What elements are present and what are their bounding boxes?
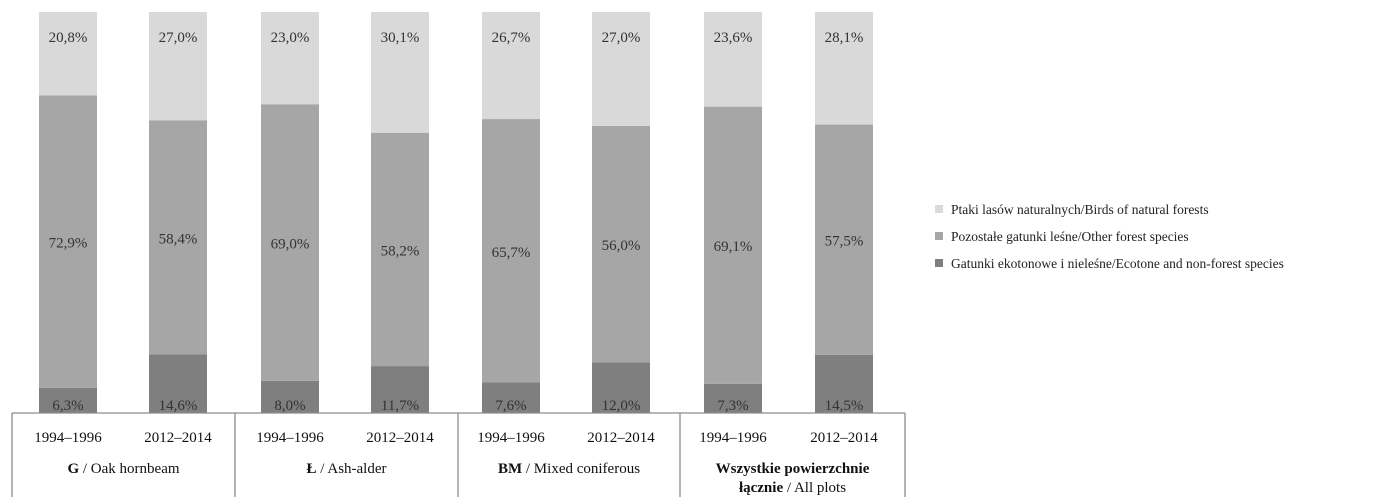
tick-label-3: 2012–2014 (366, 430, 434, 446)
tick-label-5: 2012–2014 (587, 430, 655, 446)
bar-segment-s1-c1 (149, 120, 207, 355)
data-label-s0-c0: 6,3% (52, 398, 83, 414)
legend-label-0: Gatunki ekotonowe i nieleśne/Ecotone and… (951, 256, 1284, 271)
data-label-s2-c5: 27,0% (602, 30, 641, 46)
bar-segment-s0-c4 (482, 382, 540, 413)
group-label-1: Ł / Ash-alder (307, 461, 387, 477)
data-label-s0-c3: 11,7% (381, 398, 419, 414)
category-axis: 1994–1996 2012–2014 1994–1996 2012–2014 1994… (11, 412, 906, 497)
tick-label-6: 1994–1996 (699, 430, 767, 446)
tick-label-1: 2012–2014 (144, 430, 212, 446)
bar-segment-s2-c6 (704, 12, 762, 107)
tick-label-7: 2012–2014 (810, 430, 878, 446)
data-label-s1-c0: 72,9% (49, 236, 88, 252)
data-label-s1-c4: 65,7% (492, 245, 531, 261)
legend-swatch-0 (935, 259, 943, 267)
tick-label-0: 1994–1996 (34, 430, 102, 446)
data-label-s0-c6: 7,3% (717, 398, 748, 414)
data-label-s2-c3: 30,1% (381, 30, 420, 46)
bar-segment-s1-c3 (371, 132, 429, 367)
data-label-s2-c2: 23,0% (271, 30, 310, 46)
group-label-3-line1: Wszystkie powierzchnie (716, 461, 870, 477)
group-label-3-line2: łącznie / All plots (739, 480, 846, 496)
bar-segment-s2-c4 (482, 12, 540, 120)
bar-segment-s0-c0 (39, 387, 97, 413)
bars-layer: 6,3% 72,9% 20,8% 14,6% 58,4% 27,0% 8,0% 69,0% 23… (39, 12, 873, 414)
legend-swatch-2 (935, 205, 943, 213)
group-label-2: BM / Mixed coniferous (498, 461, 640, 477)
legend-label-2: Ptaki lasów naturalnych/Birds of natural… (951, 202, 1209, 217)
data-label-s2-c7: 28,1% (825, 30, 864, 46)
bar-segment-s1-c5 (592, 125, 650, 363)
legend-label-1: Pozostałe gatunki leśne/Other forest spe… (951, 229, 1189, 244)
bar-segment-s0-c1 (149, 354, 207, 413)
legend-swatch-1 (935, 232, 943, 240)
data-label-s0-c5: 12,0% (602, 398, 641, 414)
data-label-s2-c0: 20,8% (49, 30, 88, 46)
legend: Ptaki lasów naturalnych/Birds of natural… (935, 202, 1284, 271)
tick-label-4: 1994–1996 (477, 430, 545, 446)
bar-segment-s0-c6 (704, 383, 762, 413)
data-label-s2-c6: 23,6% (714, 30, 753, 46)
bar-segment-s0-c5 (592, 362, 650, 413)
bar-segment-s1-c0 (39, 95, 97, 388)
bar-segment-s2-c1 (149, 12, 207, 121)
bar-segment-s2-c3 (371, 12, 429, 133)
group-label-0: G / Oak hornbeam (67, 461, 179, 477)
data-label-s2-c1: 27,0% (159, 30, 198, 46)
bar-segment-s2-c5 (592, 12, 650, 126)
data-label-s1-c5: 56,0% (602, 238, 641, 254)
data-label-s1-c3: 58,2% (381, 243, 420, 259)
bar-segment-s0-c7 (815, 354, 873, 413)
data-label-s1-c6: 69,1% (714, 239, 753, 255)
data-label-s1-c2: 69,0% (271, 237, 310, 253)
bar-segment-s1-c6 (704, 106, 762, 384)
bar-segment-s1-c7 (815, 124, 873, 355)
tick-label-2: 1994–1996 (256, 430, 324, 446)
data-label-s1-c1: 58,4% (159, 231, 198, 247)
data-label-s0-c4: 7,6% (495, 398, 526, 414)
bar-segment-s0-c3 (371, 366, 429, 413)
bar-segment-s2-c7 (815, 12, 873, 125)
data-label-s2-c4: 26,7% (492, 30, 531, 46)
data-label-s1-c7: 57,5% (825, 234, 864, 250)
bar-segment-s1-c2 (261, 104, 319, 381)
bar-segment-s0-c2 (261, 380, 319, 413)
bar-segment-s2-c2 (261, 12, 319, 105)
data-label-s0-c1: 14,6% (159, 398, 198, 414)
data-label-s0-c2: 8,0% (274, 398, 305, 414)
data-label-s0-c7: 14,5% (825, 398, 864, 414)
bar-segment-s1-c4 (482, 119, 540, 383)
bar-segment-s2-c0 (39, 12, 97, 96)
